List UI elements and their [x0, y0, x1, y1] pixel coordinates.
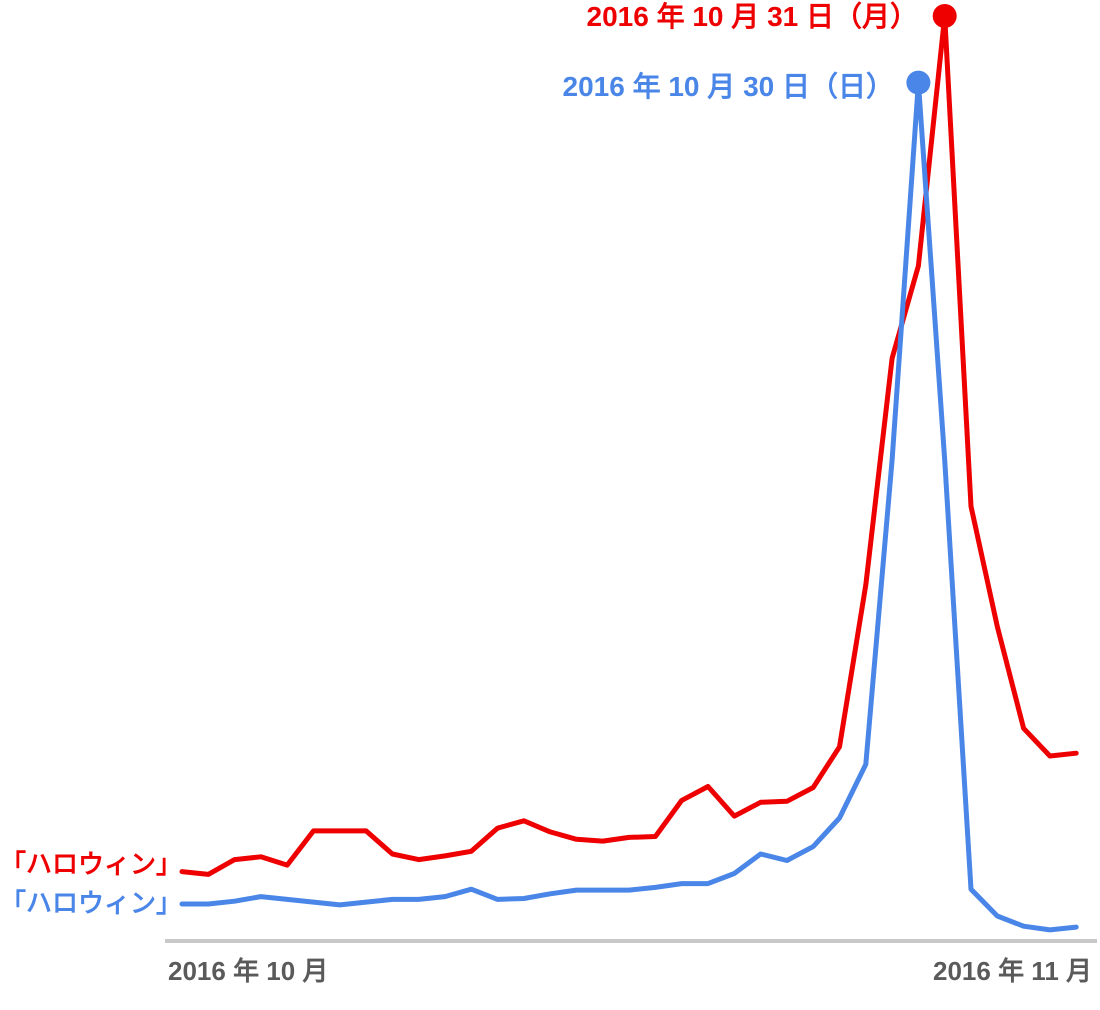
peak-marker-blue — [906, 70, 931, 95]
peak-marker-red — [932, 4, 957, 28]
series-line-blue — [179, 80, 1079, 933]
x-tick-label-nov: 2016 年 11 月 — [933, 956, 1092, 986]
peak-label-red: 2016 年 10 月 31 日（月） — [587, 0, 918, 32]
series-layer — [179, 4, 1079, 933]
series-label-blue: 「ハロウィン」 — [0, 888, 182, 918]
x-tick-label-oct: 2016 年 10 月 — [168, 956, 328, 986]
peak-label-blue: 2016 年 10 月 30 日（日） — [563, 70, 894, 102]
series-label-red: 「ハロウィン」 — [0, 849, 182, 879]
